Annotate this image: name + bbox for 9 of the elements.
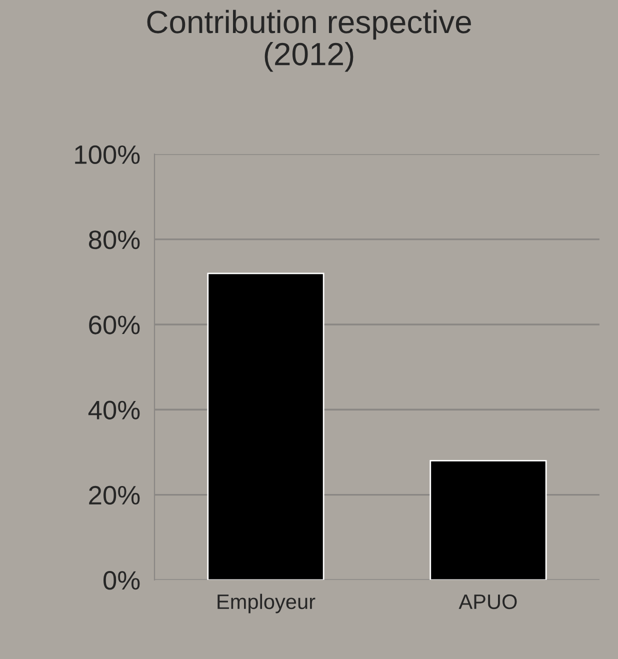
y-tick-label: 100% (75, 145, 140, 164)
x-tick-label: Employeur (218, 594, 316, 614)
chart-title: Contribution respective (2012) (147, 10, 471, 72)
y-tick-label: 60% (89, 316, 140, 334)
y-tick-label: 0% (104, 571, 140, 590)
y-tick-label: 20% (89, 486, 140, 505)
y-tick-label: 80% (88, 230, 140, 250)
x-tick-label: APUO (458, 594, 517, 610)
y-tick-label: 40% (88, 400, 140, 420)
